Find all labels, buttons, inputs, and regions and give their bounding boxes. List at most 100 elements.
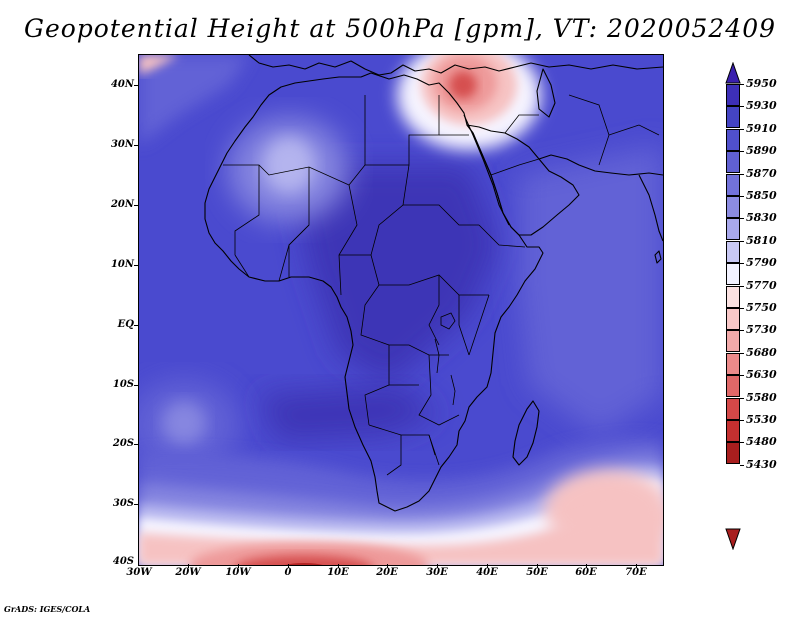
colorbar-swatch: [726, 218, 740, 241]
lon-tick: [188, 564, 189, 568]
lat-label-eq: EQ: [117, 319, 134, 330]
colorbar-label: 5630: [746, 368, 777, 382]
colorbar-label: 5890: [746, 144, 777, 158]
colorbar-swatch: [726, 420, 740, 442]
colorbar-level-5830: 5830: [726, 211, 786, 241]
lat-label-10s: 10S: [112, 379, 134, 390]
lon-tick: [537, 564, 538, 568]
field-atlantic-core: [162, 401, 206, 445]
lat-tick: [134, 504, 138, 505]
border-20: [468, 294, 490, 356]
country-borders: [223, 94, 660, 476]
lon-label-70e: 70E: [625, 567, 647, 578]
lat-label-10n: 10N: [110, 259, 134, 270]
colorbar-level-5890: 5890: [726, 144, 786, 174]
lat-label-20s: 20S: [112, 438, 134, 449]
colorbar-top-arrow: [725, 62, 741, 84]
colorbar-swatch: [726, 308, 740, 330]
lat-tick: [134, 325, 138, 326]
lon-tick: [437, 564, 438, 568]
colorbar-tick: [740, 196, 744, 197]
colorbar-label: 5830: [746, 211, 777, 225]
colorbar-level-5730: 5730: [726, 323, 786, 353]
border-8: [403, 204, 479, 226]
colorbar-label: 5930: [746, 99, 777, 113]
border-22: [278, 224, 310, 282]
lake-malawi: [450, 374, 456, 406]
colorbar-level-5790: 5790: [726, 256, 786, 286]
colorbar: 5950 5930 5910 5890 5870 5850 5830 5810 5790 5770…: [725, 62, 786, 562]
lon-tick: [288, 564, 289, 568]
colorbar-tick: [740, 263, 744, 265]
lat-tick: [134, 205, 138, 206]
colorbar-level-5910: 5910: [726, 122, 786, 151]
arabia-coastline: [466, 124, 580, 236]
colorbar-level-5850: 5850: [726, 189, 786, 218]
iran-coastline: [538, 154, 663, 176]
colorbar-level-5680: 5680: [726, 346, 786, 375]
map-canvas: [139, 55, 663, 565]
border-12: [364, 345, 390, 426]
lon-tick: [636, 564, 637, 568]
border-6: [370, 164, 410, 286]
colorbar-swatch: [726, 128, 740, 151]
field-south-trough-3: [285, 563, 323, 565]
lon-tick: [238, 564, 239, 568]
height-field: [139, 55, 663, 565]
colorbar-swatch: [726, 375, 740, 398]
colorbar-level-5530: 5530: [726, 413, 786, 442]
lon-label-0: 0: [284, 567, 292, 578]
lon-label-10w: 10W: [225, 567, 251, 578]
colorbar-label: 5680: [746, 345, 777, 359]
lat-label-30n: 30N: [110, 139, 134, 150]
lon-label-40e: 40E: [476, 567, 498, 578]
colorbar-label: 5750: [746, 301, 777, 314]
border-17: [428, 434, 440, 466]
colorbar-swatch: [726, 84, 740, 106]
colorbar-label: 5790: [746, 256, 777, 270]
europe-coastline: [248, 55, 663, 76]
border-13: [418, 354, 460, 426]
field-deep-core: [289, 165, 499, 385]
colorbar-swatch: [726, 173, 740, 196]
colorbar-level-5810: 5810: [726, 234, 786, 263]
lat-tick: [134, 385, 138, 386]
lat-tick: [134, 444, 138, 445]
colorbar-bottom-arrow: [725, 528, 741, 550]
colorbar-swatch: [726, 442, 740, 465]
border-19: [458, 295, 470, 356]
border-21: [478, 224, 526, 248]
colorbar-label: 5530: [746, 413, 777, 426]
lon-tick: [586, 564, 587, 568]
colorbar-tick: [740, 442, 744, 444]
colorbar-level-5930: 5930: [726, 99, 786, 129]
colorbar-tick: [740, 420, 744, 421]
colorbar-level-5580: 5580: [726, 391, 786, 420]
field-nw-light: [139, 55, 249, 145]
colorbar-level-5630: 5630: [726, 368, 786, 398]
chart-title: Geopotential Height at 500hPa [gpm], VT:…: [23, 14, 777, 43]
field-deep-south: [259, 385, 439, 440]
colorbar-swatch: [726, 106, 740, 129]
lon-label-30e: 30E: [426, 567, 448, 578]
lat-tick: [134, 145, 138, 146]
colorbar-tick: [740, 397, 744, 399]
border-24: [490, 158, 540, 176]
colorbar-tick: [740, 464, 744, 466]
colorbar-level-5430: 5430: [726, 458, 786, 487]
lat-label-30s: 30S: [112, 498, 134, 509]
lon-tick: [387, 564, 388, 568]
lon-label-50e: 50E: [526, 567, 548, 578]
colorbar-swatch: [726, 240, 740, 263]
lat-label-40n: 40N: [110, 79, 134, 90]
lat-tick: [134, 265, 138, 266]
border-16: [386, 435, 402, 476]
field-nw-pink: [139, 55, 179, 75]
border-5: [365, 95, 440, 166]
field-south-trough-2: [236, 555, 372, 565]
colorbar-swatch: [726, 352, 740, 375]
colorbar-label: 5770: [746, 278, 777, 292]
lon-label-20e: 20E: [376, 567, 398, 578]
field-south-trough-1: [189, 543, 429, 565]
lon-tick: [487, 564, 488, 568]
